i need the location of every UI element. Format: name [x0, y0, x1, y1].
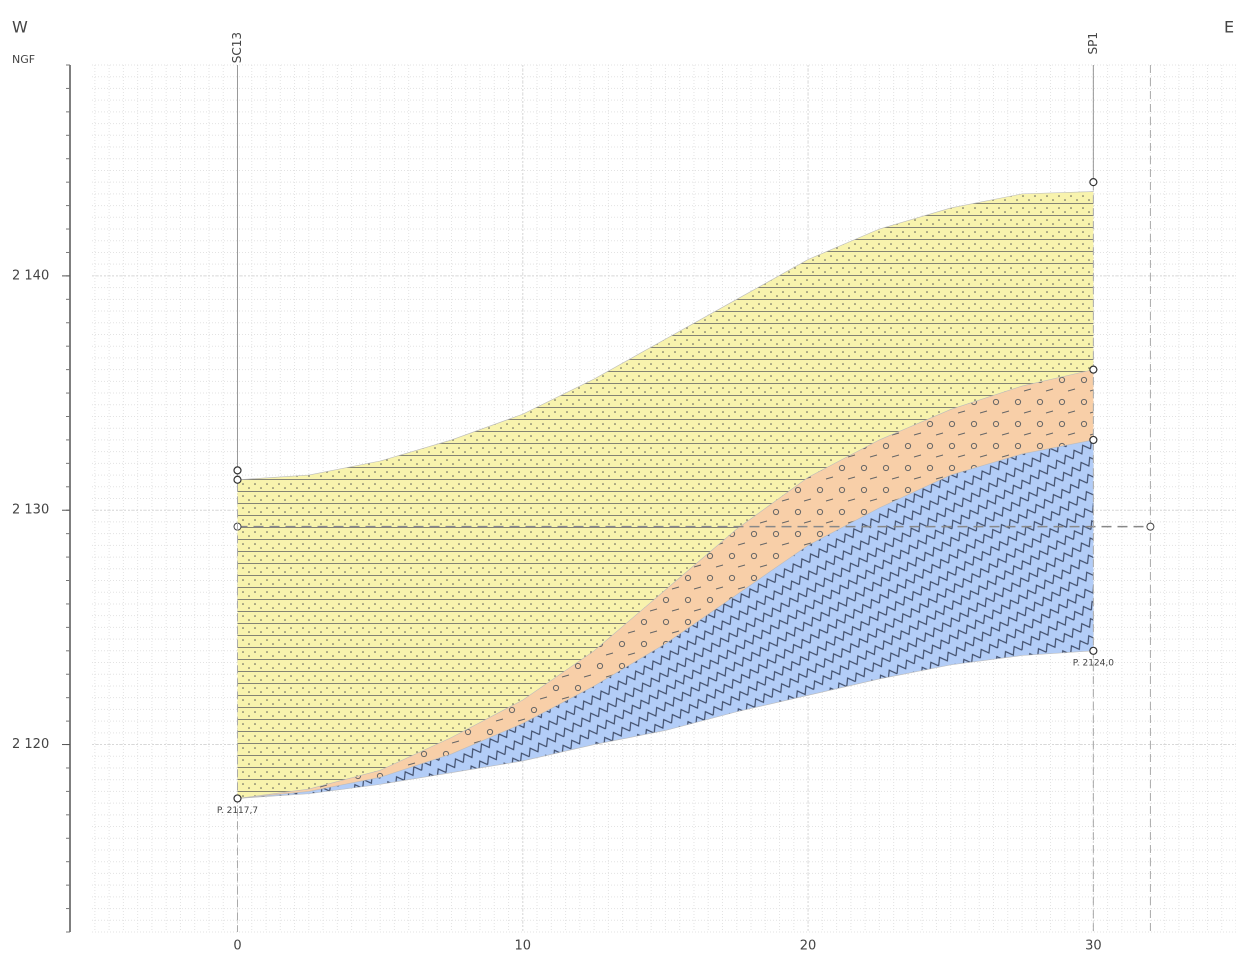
cross-section-chart: W E NGF 2 120 2 130 2 140 0 10 20 30 SC13 P. 211… [0, 0, 1236, 954]
east-label: E [1224, 18, 1234, 37]
y-axis-label: NGF [12, 53, 35, 66]
y-tick-label: 2 120 [12, 737, 49, 752]
borehole-point [1090, 366, 1097, 373]
y-tick-label: 2 140 [12, 268, 49, 283]
x-tick-label: 30 [1085, 939, 1102, 954]
west-label: W [12, 18, 28, 37]
borehole-point [234, 795, 241, 802]
borehole-point [1090, 179, 1097, 186]
water-point [1147, 523, 1154, 530]
x-tick-label: 10 [515, 939, 532, 954]
borehole-point [234, 476, 241, 483]
borehole-label: SP1 [1086, 32, 1100, 55]
borehole-point [1090, 436, 1097, 443]
borehole-label: SC13 [230, 32, 244, 63]
borehole-point [1090, 647, 1097, 654]
y-tick-label: 2 130 [12, 503, 49, 518]
borehole-point [234, 467, 241, 474]
borehole-depth-label: P. 2117,7 [217, 806, 258, 816]
x-tick-label: 20 [800, 939, 817, 954]
x-tick-label: 0 [233, 939, 241, 954]
borehole-depth-label: P. 2124,0 [1073, 658, 1115, 668]
